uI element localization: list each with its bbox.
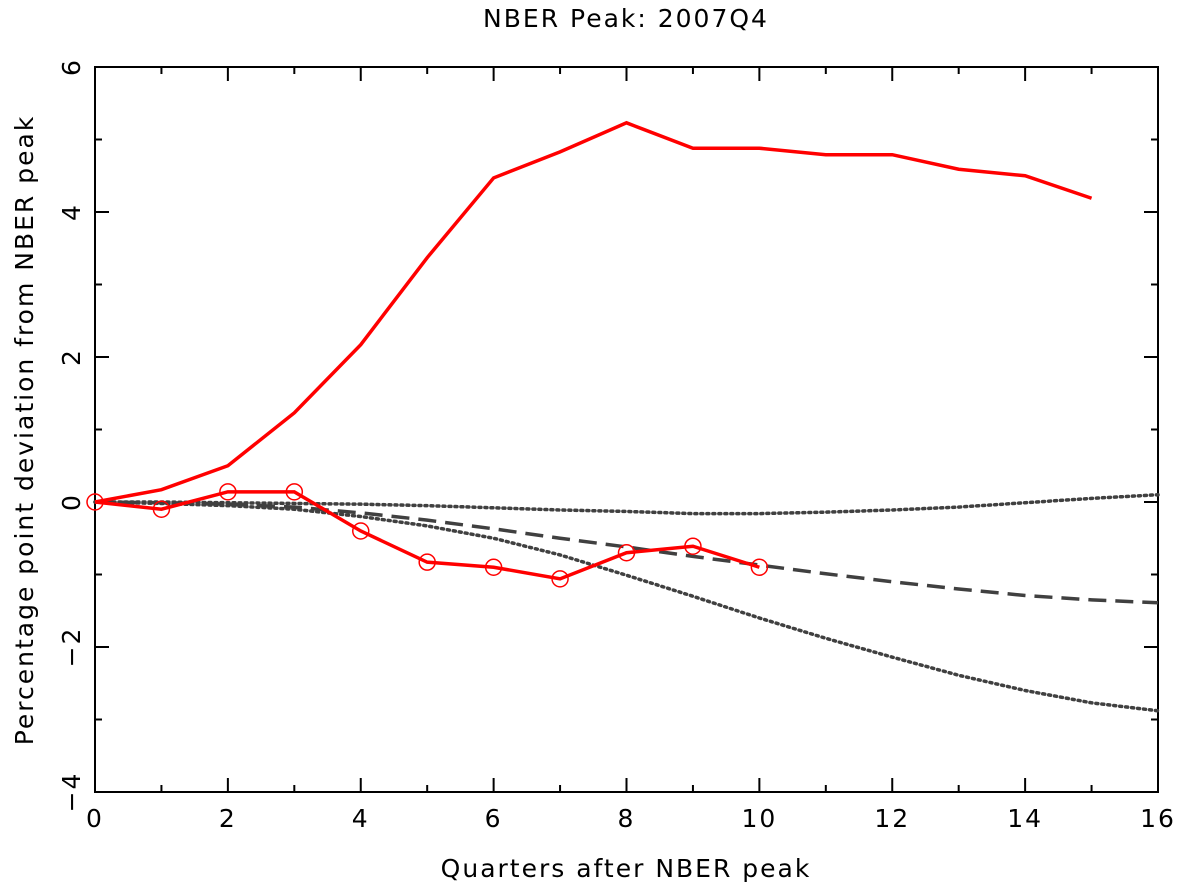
series-line [93,493,1160,516]
series-marker [617,544,636,562]
series-marker [152,500,171,518]
x-tick-label: 10 [741,804,777,833]
x-tick-label: 16 [1140,804,1176,833]
y-tick-label: 0 [57,493,86,511]
x-tick-label: 6 [485,804,503,833]
x-tick-label: 8 [618,804,636,833]
x-tick-label: 0 [86,804,104,833]
y-axis-label: Percentage point deviation from NBER pea… [10,115,39,746]
x-tick-label: 12 [874,804,910,833]
series-marker [484,558,503,576]
x-axis-label: Quarters after NBER peak [441,854,812,883]
x-tick-label: 2 [219,804,237,833]
series-marker [750,558,769,576]
y-tick-label: −4 [57,772,86,813]
series-line [94,120,1093,504]
series-marker [551,570,569,588]
x-tick-label: 14 [1007,804,1043,833]
series-marker [352,522,370,540]
series-marker [219,483,237,501]
y-tick-label: 2 [57,348,86,366]
y-tick-label: −2 [57,627,86,668]
series-line [94,490,760,581]
x-tick-label: 4 [352,804,370,833]
y-tick-label: 4 [57,203,86,221]
series-line [93,500,1160,713]
chart-title: NBER Peak: 2007Q4 [483,4,769,33]
series-marker [285,483,304,501]
series-marker [684,537,702,555]
series-marker [418,553,436,571]
y-tick-label: 6 [57,58,86,76]
series-line [94,500,1159,605]
